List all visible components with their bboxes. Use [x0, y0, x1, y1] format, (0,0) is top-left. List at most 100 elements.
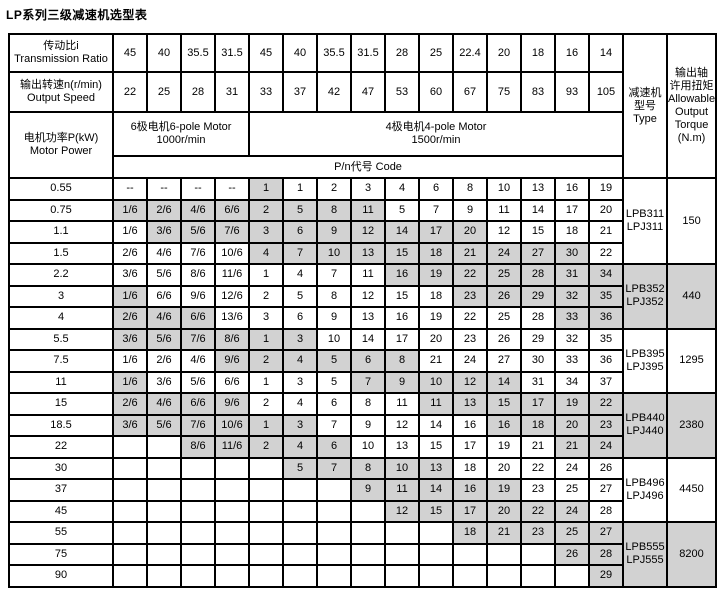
- pn-code-cell: 19: [588, 177, 624, 201]
- pn-code-cell: [112, 564, 148, 588]
- pn-code-cell: [520, 542, 556, 566]
- pn-code-cell: 12: [452, 370, 488, 394]
- reducer-type-line: LPB440: [625, 412, 665, 425]
- pn-code-cell: 6/6: [180, 392, 216, 416]
- pn-code-cell: [452, 542, 488, 566]
- pn-code-cell: 7: [316, 263, 352, 287]
- pn-code-cell: [214, 542, 250, 566]
- pn-code-cell: 2/6: [146, 349, 182, 373]
- pn-code-cell: 3/6: [112, 413, 148, 437]
- pn-code-cell: 7/6: [180, 413, 216, 437]
- pn-code-cell: [384, 542, 420, 566]
- pn-code-cell: 15: [418, 435, 454, 459]
- reducer-type-cell: LPB555 LPJ555: [622, 521, 668, 588]
- torque-value-cell: 2380: [665, 392, 718, 459]
- pn-code-cell: 3/6: [112, 263, 148, 287]
- pn-code-cell: 2: [248, 392, 284, 416]
- allowable-torque-header: 输出轴 许用扭矩 Allowable Output Torque (N.m): [665, 33, 718, 179]
- speed-value-cell: 93: [554, 71, 590, 113]
- pn-code-cell: 3/6: [112, 327, 148, 351]
- motor-power-cell: 3: [8, 284, 114, 308]
- header-label-line: 输出转速n(r/min): [20, 79, 102, 91]
- motor-power-cell: 45: [8, 499, 114, 523]
- pn-code-cell: 11: [418, 392, 454, 416]
- table-row: 输出转速n(r/min) Output Speed 22 25 28 31 33 37 42 47…: [8, 71, 716, 113]
- pn-code-cell: 8: [316, 284, 352, 308]
- pn-code-cell: 11/6: [214, 435, 250, 459]
- pn-code-cell: 14: [350, 327, 386, 351]
- torque-value-cell: 8200: [665, 521, 718, 588]
- pn-code-cell: 4/6: [146, 241, 182, 265]
- motor-header-line: 4极电机4-pole Motor: [385, 121, 487, 133]
- pn-code-cell: 32: [554, 327, 590, 351]
- motor-power-cell: 15: [8, 392, 114, 416]
- pn-code-cell: [146, 478, 182, 502]
- ratio-value-cell: 31.5: [214, 33, 250, 73]
- pn-code-cell: 17: [520, 392, 556, 416]
- torque-header-line: 许用扭矩: [669, 80, 714, 92]
- ratio-value-cell: 18: [520, 33, 556, 73]
- pn-code-cell: [112, 542, 148, 566]
- reducer-type-cell: LPB395 LPJ395: [622, 327, 668, 394]
- pn-code-cell: 1/6: [112, 198, 148, 222]
- pn-code-cell: 9/6: [180, 284, 216, 308]
- pn-code-cell: 6: [316, 392, 352, 416]
- pn-code-cell: 4: [282, 435, 318, 459]
- pn-code-cell: 2: [248, 435, 284, 459]
- reducer-type-line: LPB555: [625, 541, 665, 554]
- table-row: 1.5 2/6 4/6 7/6 10/6 4 7 10 13 15 18 21 24 27 30 22: [8, 241, 716, 265]
- pn-code-cell: [112, 456, 148, 480]
- table-row: 1.1 1/6 3/6 5/6 7/6 3 6 9 12 14 17 20 12 15 18 21: [8, 220, 716, 244]
- pn-code-cell: 2: [248, 198, 284, 222]
- pn-code-cell: 3: [248, 306, 284, 330]
- pn-code-cell: --: [112, 177, 148, 201]
- pn-code-cell: 14: [520, 198, 556, 222]
- pn-code-cell: [214, 478, 250, 502]
- pn-code-cell: 19: [486, 435, 522, 459]
- pn-code-cell: 14: [418, 413, 454, 437]
- pn-code-cell: [486, 542, 522, 566]
- pn-code-cell: 28: [588, 542, 624, 566]
- table-row: 0.75 1/6 2/6 4/6 6/6 2 5 8 11 5 7 9 11 14 17 20: [8, 198, 716, 222]
- reducer-type-line: LPJ352: [626, 296, 664, 309]
- pn-code-cell: 17: [384, 327, 420, 351]
- pn-code-cell: 9: [384, 370, 420, 394]
- pn-code-cell: 21: [520, 435, 556, 459]
- pn-code-cell: [350, 521, 386, 545]
- pn-code-cell: 20: [554, 413, 590, 437]
- table-row: P/n代号 Code: [9, 155, 716, 179]
- speed-value-cell: 33: [248, 71, 284, 113]
- pn-code-cell: 12: [486, 220, 522, 244]
- header-label-line: 传动比i: [43, 40, 79, 52]
- pn-code-cell: 25: [486, 306, 522, 330]
- pn-code-cell: 28: [588, 499, 624, 523]
- motor-power-cell: 18.5: [8, 413, 114, 437]
- speed-value-cell: 42: [316, 71, 352, 113]
- pn-code-cell: 12/6: [214, 284, 250, 308]
- pn-code-cell: 24: [554, 456, 590, 480]
- motor-header-line: 6极电机6-pole Motor: [130, 121, 232, 133]
- pn-code-cell: [350, 542, 386, 566]
- torque-value-cell: 150: [665, 177, 718, 265]
- pn-code-cell: 26: [486, 284, 522, 308]
- pn-code-cell: 4: [282, 349, 318, 373]
- pn-code-cell: 3: [282, 413, 318, 437]
- pn-code-cell: [146, 542, 182, 566]
- type-header-line: 型号: [634, 99, 656, 112]
- pn-code-cell: 9: [452, 198, 488, 222]
- ratio-value-cell: 45: [248, 33, 284, 73]
- pn-code-cell: 7: [316, 413, 352, 437]
- pn-code-cell: [520, 564, 556, 588]
- pn-code-cell: [180, 499, 216, 523]
- pn-code-cell: 16: [452, 478, 488, 502]
- pn-code-cell: 26: [588, 456, 624, 480]
- speed-value-cell: 37: [282, 71, 318, 113]
- pn-code-cell: 2/6: [112, 241, 148, 265]
- pn-code-cell: 27: [588, 521, 624, 545]
- torque-header-line: Torque: [674, 119, 709, 131]
- motor-power-cell: 75: [8, 542, 114, 566]
- table-row: 11 1/6 3/6 5/6 6/6 1 3 5 7 9 10 12 14 31 34 37: [8, 370, 716, 394]
- motor-power-cell: 55: [8, 521, 114, 545]
- type-header-line: Type: [633, 112, 657, 125]
- pn-code-cell: 13: [418, 456, 454, 480]
